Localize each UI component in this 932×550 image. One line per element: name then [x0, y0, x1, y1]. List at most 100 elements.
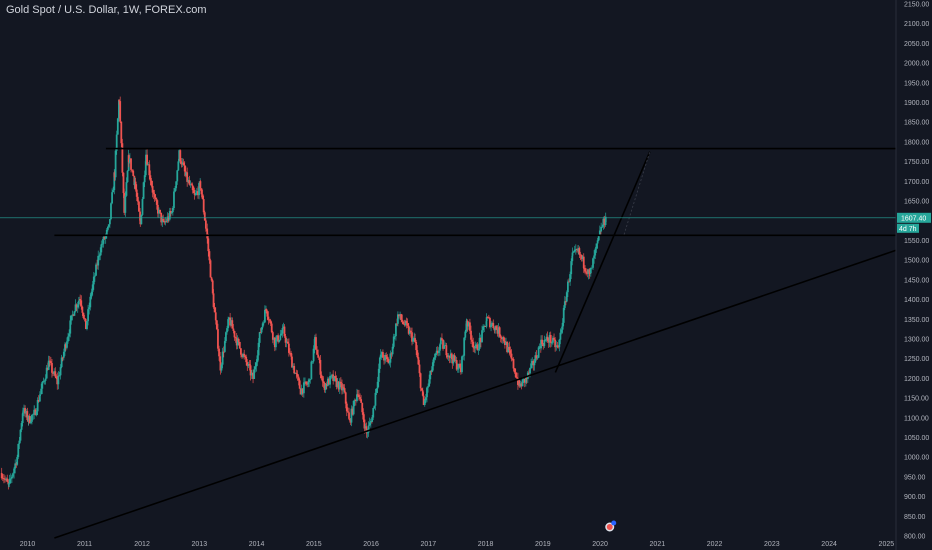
candle	[531, 357, 534, 369]
candle	[217, 323, 219, 352]
candle-body	[372, 408, 375, 418]
candle-body	[97, 255, 100, 266]
candle	[591, 265, 593, 269]
candle	[585, 268, 588, 276]
candle-body	[477, 348, 480, 351]
candle	[291, 353, 293, 368]
y-tick-label: 2150.00	[904, 1, 929, 8]
candle-body	[145, 154, 147, 162]
candle	[426, 386, 428, 403]
candle	[343, 384, 346, 394]
candle-body	[397, 314, 399, 324]
candle	[482, 324, 485, 333]
candle	[191, 182, 194, 194]
candle-body	[571, 252, 574, 256]
candle-body	[121, 143, 124, 173]
candle	[151, 181, 154, 198]
candle-body	[421, 390, 424, 396]
candle-body	[517, 377, 519, 385]
x-tick-label: 2014	[249, 541, 265, 548]
candle-body	[114, 150, 117, 178]
candle-body	[329, 375, 331, 385]
candle-body	[442, 339, 444, 349]
candle	[492, 319, 495, 329]
x-tick-label: 2011	[77, 541, 92, 548]
candle-body	[390, 353, 393, 355]
candle-body	[322, 381, 325, 383]
candle-body	[432, 359, 435, 367]
y-tick-label: 1900.00	[904, 100, 929, 107]
candle	[446, 353, 449, 360]
candle	[427, 383, 429, 393]
candle	[560, 326, 563, 335]
candle	[200, 188, 203, 198]
candle-body	[453, 355, 456, 361]
candle	[174, 185, 176, 193]
candle	[134, 177, 137, 192]
candle	[439, 337, 442, 349]
candle-body	[396, 323, 398, 325]
candle	[95, 262, 97, 277]
candle	[243, 349, 246, 360]
candle-body	[60, 357, 63, 368]
candle	[491, 321, 494, 326]
candle	[333, 375, 336, 382]
candle	[313, 334, 316, 341]
candle-body	[491, 323, 494, 325]
candle-body	[106, 226, 109, 230]
candle	[265, 308, 268, 314]
candle	[500, 335, 503, 344]
candle-body	[241, 354, 243, 357]
candle-body	[352, 400, 355, 415]
candle-body	[382, 352, 384, 358]
candle	[156, 200, 159, 218]
candle	[494, 325, 497, 334]
candle-body	[534, 355, 537, 363]
candle	[393, 333, 396, 340]
candle-body	[48, 360, 51, 362]
candle	[517, 372, 519, 390]
y-tick-label: 2050.00	[904, 41, 929, 48]
candle-body	[86, 321, 88, 330]
x-tick-label: 2021	[650, 541, 666, 548]
candle-body	[323, 382, 326, 390]
candle-body	[226, 328, 228, 333]
candle-body	[577, 248, 580, 251]
candle-body	[64, 344, 66, 352]
x-tick-label: 2023	[764, 541, 780, 548]
candle-body	[532, 361, 535, 366]
candle-body	[485, 321, 488, 327]
candle-body	[506, 341, 509, 353]
candle-body	[96, 264, 99, 266]
candle	[121, 138, 124, 177]
candle-body	[569, 274, 572, 282]
candle	[237, 337, 240, 346]
candle-body	[402, 321, 405, 325]
candle	[176, 169, 179, 185]
candle-body	[344, 392, 347, 404]
candle	[576, 248, 578, 253]
news-flag-icon[interactable]	[604, 520, 617, 533]
candle-body	[356, 394, 358, 401]
candle	[91, 280, 94, 296]
candle	[192, 186, 195, 194]
candle	[32, 413, 34, 421]
candle	[112, 186, 115, 193]
candle-body	[480, 337, 482, 343]
y-tick-label: 2000.00	[904, 61, 929, 68]
candle	[474, 341, 477, 354]
candle-body	[528, 372, 530, 374]
candle	[373, 405, 376, 410]
x-tick-label: 2017	[421, 541, 437, 548]
candle-body	[601, 226, 604, 228]
candle	[395, 323, 397, 341]
candle-body	[354, 400, 357, 401]
candle-body	[234, 337, 237, 339]
candle-body	[170, 212, 173, 214]
candle-body	[206, 228, 209, 239]
candle	[573, 245, 576, 253]
candle	[444, 342, 447, 347]
candle	[214, 307, 217, 325]
candle-body	[315, 337, 317, 350]
